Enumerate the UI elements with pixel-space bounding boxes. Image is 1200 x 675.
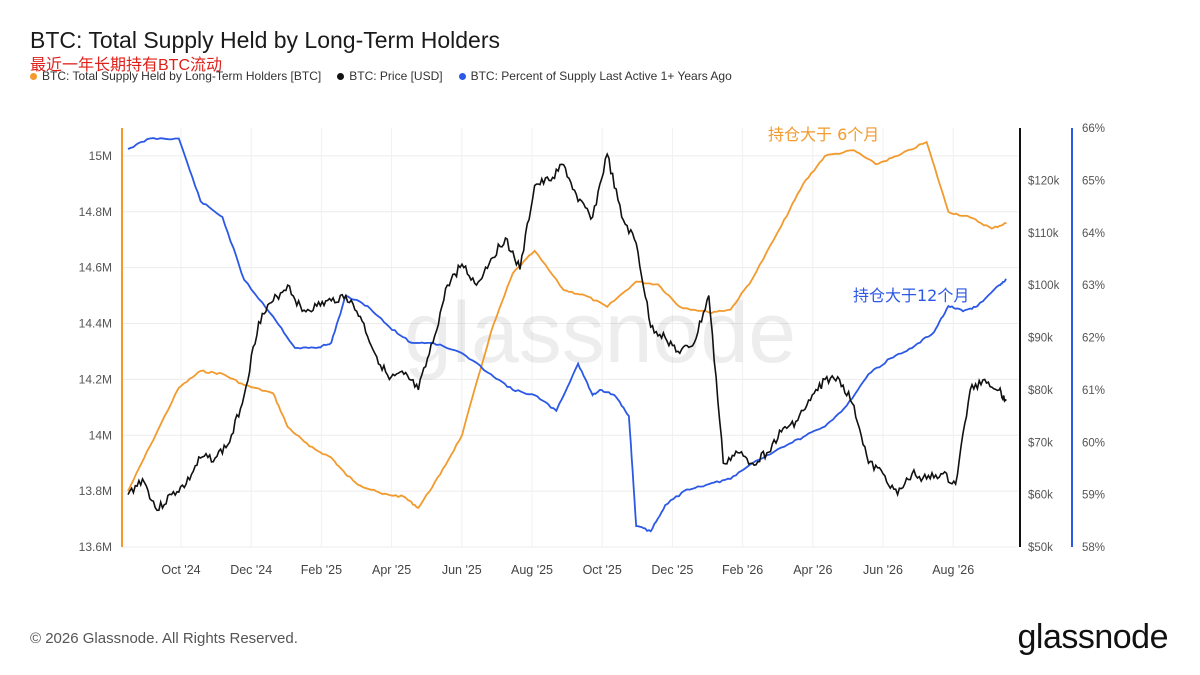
y-price-tick-label: $110k [1028, 228, 1059, 240]
x-tick-label: Dec '24 [230, 563, 272, 577]
y-left-tick-label: 14M [89, 428, 112, 442]
y-left-tick-label: 13.6M [79, 540, 112, 554]
legend: BTC: Total Supply Held by Long-Term Hold… [30, 69, 732, 83]
y-pct-tick-label: 60% [1082, 437, 1105, 449]
y-price-tick-label: $60k [1028, 490, 1053, 502]
x-tick-label: Jun '25 [442, 563, 482, 577]
y-price-tick-label: $120k [1028, 175, 1060, 187]
chart-title: BTC: Total Supply Held by Long-Term Hold… [30, 27, 501, 53]
x-tick-label: Aug '26 [932, 563, 974, 577]
annotation-pct-12m: 持仓大于12个月 [853, 286, 969, 305]
x-tick-label: Apr '26 [793, 563, 832, 577]
legend-item-lth[interactable]: BTC: Total Supply Held by Long-Term Hold… [30, 69, 321, 83]
y-left-tick-label: 14.4M [79, 317, 112, 331]
legend-label-lth: BTC: Total Supply Held by Long-Term Hold… [42, 69, 322, 83]
y-left-tick-label: 13.8M [79, 484, 112, 498]
series-line-pct-1y [127, 137, 1007, 533]
legend-label-price: BTC: Price [USD] [349, 69, 443, 83]
x-tick-label: Oct '25 [583, 563, 622, 577]
legend-item-pct[interactable]: BTC: Percent of Supply Last Active 1+ Ye… [458, 69, 732, 83]
legend-dot-pct [458, 72, 466, 80]
y-left-tick-label: 14.6M [79, 261, 112, 275]
x-tick-label: Apr '25 [372, 563, 411, 577]
annotation-lth-6m: 持仓大于 6个月 [768, 125, 879, 144]
chart-subtitle: 最近一年长期持有BTC流动 [30, 57, 223, 74]
y-pct-tick-label: 65% [1082, 175, 1105, 187]
legend-label-pct: BTC: Percent of Supply Last Active 1+ Ye… [470, 69, 732, 83]
y-pct-tick-label: 61% [1082, 385, 1105, 397]
x-tick-label: Jun '26 [863, 563, 903, 577]
y-left-tick-label: 14.8M [79, 205, 112, 219]
legend-dot-lth [30, 72, 37, 80]
y-left-tick-label: 14.2M [79, 372, 112, 386]
y-left-tick-label: 15M [89, 149, 112, 163]
x-tick-label: Aug '25 [511, 563, 553, 577]
y-price-tick-label: $100k [1028, 280, 1060, 292]
x-tick-label: Oct '24 [161, 563, 200, 577]
y-pct-tick-label: 59% [1082, 490, 1105, 502]
x-tick-label: Feb '26 [722, 563, 763, 577]
y-price-tick-label: $50k [1028, 542, 1053, 554]
copyright-text: © 2026 Glassnode. All Rights Reserved. [30, 630, 298, 647]
series-line-lth-supply [127, 140, 1007, 509]
y-pct-tick-label: 64% [1082, 228, 1105, 240]
x-tick-label: Dec '25 [651, 563, 693, 577]
legend-item-price[interactable]: BTC: Price [USD] [337, 69, 443, 83]
series-line-price [127, 152, 1007, 512]
watermark: glassnode [404, 285, 796, 381]
y-price-tick-label: $70k [1028, 437, 1053, 449]
brand-logo: glassnode [1017, 618, 1168, 656]
x-tick-label: Feb '25 [301, 563, 342, 577]
y-price-tick-label: $80k [1028, 385, 1053, 397]
y-pct-tick-label: 58% [1082, 542, 1105, 554]
y-pct-tick-label: 66% [1082, 123, 1105, 135]
y-pct-tick-label: 63% [1082, 280, 1105, 292]
y-pct-tick-label: 62% [1082, 333, 1105, 345]
legend-dot-price [337, 72, 345, 80]
y-price-tick-label: $90k [1028, 333, 1053, 345]
